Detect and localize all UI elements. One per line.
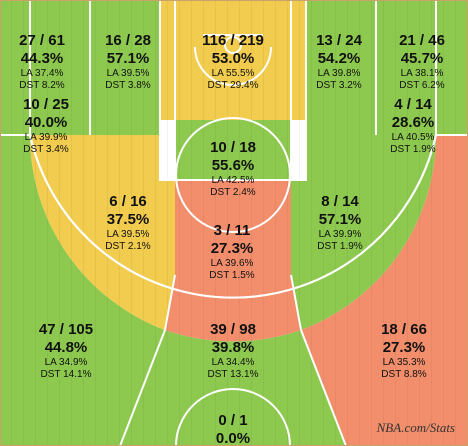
zone-league-avg: LA 55.5% <box>212 68 255 79</box>
zone-made-attempts: 8 / 14 <box>321 193 359 210</box>
zone-league-avg: LA 42.5% <box>212 175 255 186</box>
zone-distribution: DST 2.1% <box>105 241 150 252</box>
zone-made-attempts: 4 / 14 <box>394 96 432 113</box>
zone-pct: 37.5% <box>107 211 150 228</box>
zone-made-attempts: 6 / 16 <box>109 193 147 210</box>
zone-made-attempts: 18 / 66 <box>381 321 427 338</box>
zone-made-attempts: 27 / 61 <box>19 32 65 49</box>
zone-pct: 0.0% <box>216 430 250 446</box>
zone-league-avg: LA 34.4% <box>212 357 255 368</box>
zone-made-attempts: 116 / 219 <box>202 32 264 49</box>
restricted-arc <box>194 46 272 86</box>
zone-made-attempts: 10 / 25 <box>23 96 69 113</box>
zone-pct: 54.2% <box>318 50 361 67</box>
zone-league-avg: LA 39.6% <box>211 258 254 269</box>
zone-divider-8 <box>29 134 437 299</box>
zone-divider-4 <box>119 329 166 446</box>
paint-outline <box>159 0 307 181</box>
zone-made-attempts: 10 / 18 <box>210 139 256 156</box>
zone-league-avg: LA 37.4% <box>21 68 64 79</box>
half-court-arc <box>175 388 291 446</box>
watermark: NBA.com/Stats <box>376 420 455 435</box>
zone-league-avg: LA 39.8% <box>318 68 361 79</box>
zone-made-attempts: 21 / 46 <box>399 32 445 49</box>
zone-pct: 53.0% <box>212 50 255 67</box>
zone-distribution: DST 1.9% <box>317 241 362 252</box>
zone-pct: 39.8% <box>212 339 255 356</box>
zone-distribution: DST 8.2% <box>19 80 64 91</box>
paint-inner <box>174 0 292 180</box>
zone-distribution: DST 1.5% <box>209 270 254 281</box>
zone-distribution: DST 2.4% <box>210 187 255 198</box>
zone-made-attempts: 39 / 98 <box>210 321 256 338</box>
free-throw-circle <box>175 117 291 233</box>
zone-pct: 40.0% <box>25 114 68 131</box>
zone-divider-6 <box>164 274 176 331</box>
zone-pct: 28.6% <box>392 114 435 131</box>
zone-made-attempts: 0 / 1 <box>218 412 247 429</box>
zone-made-attempts: 3 / 11 <box>214 222 251 239</box>
zone-pct: 45.7% <box>401 50 444 67</box>
zone-league-avg: LA 34.9% <box>45 357 88 368</box>
zone-distribution: DST 8.8% <box>381 369 426 380</box>
zone-made-attempts: 47 / 105 <box>39 321 93 338</box>
zone-league-avg: LA 40.5% <box>392 132 435 143</box>
zone-made-attempts: 13 / 24 <box>316 32 363 49</box>
zone-distribution: DST 3.8% <box>105 80 150 91</box>
zone-distribution: DST 6.2% <box>399 80 444 91</box>
zone-made-attempts: 16 / 28 <box>105 32 151 49</box>
zone-league-avg: LA 39.5% <box>107 229 150 240</box>
zone-pct: 27.3% <box>211 240 254 257</box>
zone-pct: 44.3% <box>21 50 64 67</box>
rim <box>224 36 242 54</box>
zone-league-avg: LA 39.5% <box>107 68 150 79</box>
zone-distribution: DST 14.1% <box>41 369 92 380</box>
zone-pct: 57.1% <box>107 50 150 67</box>
zone-pct: 44.8% <box>45 339 88 356</box>
zone-label-backcourt: 0 / 10.0% <box>216 412 250 446</box>
zone-league-avg: LA 39.9% <box>319 229 362 240</box>
zone-pct: 55.6% <box>212 157 255 174</box>
zone-divider-5 <box>300 329 347 446</box>
zone-league-avg: LA 39.9% <box>25 132 68 143</box>
zone-pct: 27.3% <box>383 339 426 356</box>
zone-league-avg: LA 35.3% <box>383 357 426 368</box>
zone-distribution: DST 13.1% <box>208 369 259 380</box>
zone-pct: 57.1% <box>319 211 362 228</box>
zone-distribution: DST 29.4% <box>208 80 259 91</box>
zone-league-avg: LA 38.1% <box>401 68 444 79</box>
zone-distribution: DST 3.2% <box>316 80 361 91</box>
zone-divider-7 <box>290 274 302 331</box>
zone-distribution: DST 3.4% <box>23 144 68 155</box>
zone-distribution: DST 1.9% <box>390 144 435 155</box>
